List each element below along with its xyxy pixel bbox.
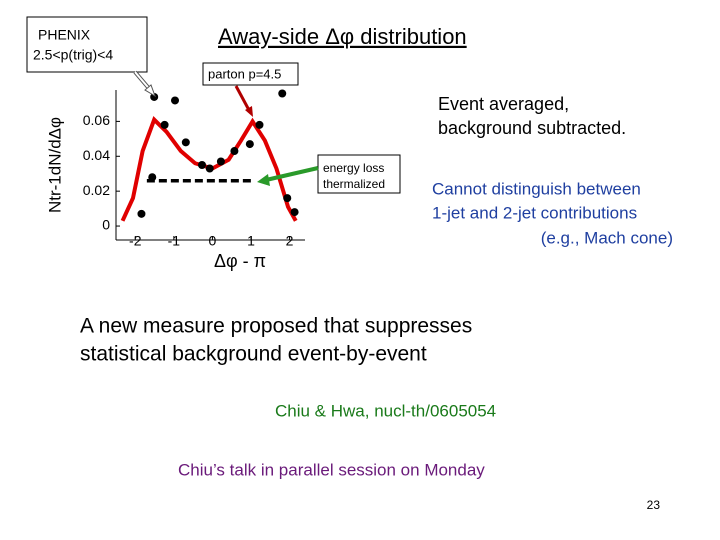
data-point [290, 208, 299, 217]
y-tick-label: 0 [102, 217, 110, 233]
arrow-head [257, 174, 270, 186]
arrow-head [144, 84, 156, 98]
box [202, 62, 299, 86]
title: Away-side Δφ distribution [218, 24, 467, 49]
box-label: PHENIX [38, 27, 91, 43]
data-point [171, 96, 180, 105]
main-text: A new measure proposed that suppresses [80, 315, 472, 338]
data-point [278, 89, 287, 98]
blue-note: Cannot distinguish between [432, 179, 641, 198]
data-point [198, 161, 207, 169]
plot: 0 0.02 0.04 0.06 -2 -1 0 1 2 Δφ - π Ntr-1dN/dΔφ [45, 89, 305, 271]
arrow [265, 166, 319, 182]
data-point [181, 138, 190, 147]
box [26, 16, 148, 73]
y-tick-label: 0.02 [83, 182, 110, 198]
data-point [150, 92, 159, 101]
box-label: 2.5<p(trig)<4 [33, 47, 113, 63]
x-tick-label: 2 [286, 233, 294, 249]
blue-note: 1-jet and 2-jet contributions [432, 203, 637, 222]
data-point [245, 140, 254, 149]
x-tick-label: -1 [168, 233, 181, 249]
box [317, 154, 401, 194]
x-axis-label: Δφ - π [214, 251, 266, 271]
data-point [160, 120, 169, 129]
data-point [205, 164, 214, 173]
energy-label: energy loss [323, 161, 384, 175]
note: background subtracted. [438, 118, 626, 138]
talk: Chiu’s talk in parallel session on Monda… [178, 460, 485, 479]
arrow [234, 85, 252, 113]
energy-label: thermalized [323, 177, 385, 191]
y-tick-label: 0.06 [83, 112, 110, 128]
data-point [216, 157, 225, 166]
arrow-head [245, 106, 253, 117]
parton-label: parton p=4.5 [208, 66, 281, 81]
data-point [148, 173, 157, 182]
reference: Chiu & Hwa, nucl-th/0605054 [275, 401, 496, 420]
data-point [230, 147, 239, 156]
y-axis-label: Ntr-1dN/dΔφ [45, 117, 64, 213]
blue-note: (e.g., Mach cone) [541, 228, 673, 247]
data-point [137, 209, 146, 218]
data-point [283, 194, 292, 203]
page-number: 23 [647, 498, 661, 512]
x-tick-label: -2 [129, 233, 142, 249]
data-point [255, 120, 264, 129]
y-tick-label: 0.04 [83, 147, 110, 163]
main-text: statistical background event-by-event [80, 343, 427, 366]
note: Event averaged, [438, 94, 569, 114]
x-tick-label: 1 [247, 233, 255, 249]
x-tick-label: 0 [209, 233, 217, 249]
